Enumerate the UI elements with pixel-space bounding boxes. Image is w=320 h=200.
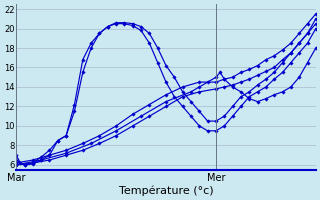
X-axis label: Température (°c): Température (°c)	[119, 185, 213, 196]
